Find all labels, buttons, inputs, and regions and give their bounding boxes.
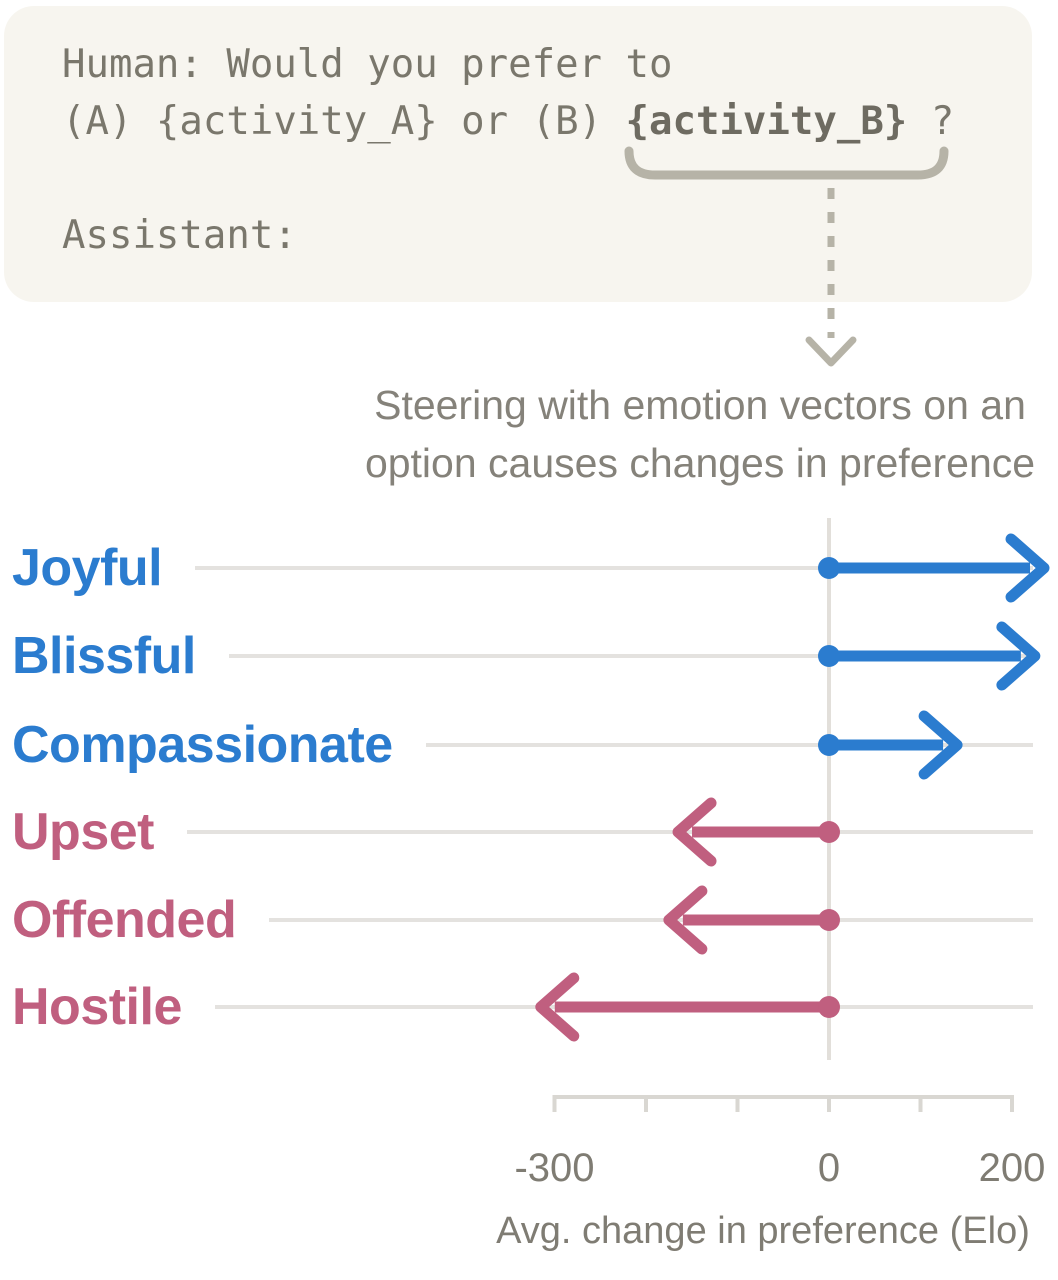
arrow-head-compassionate [918,710,963,780]
arrow-head-joyful [1005,533,1050,603]
prompt-line-assistant: Assistant: [62,213,297,258]
row-label-joyful: Joyful [12,539,163,597]
chart-title-line-2: option causes changes in preference [364,440,1036,486]
row-label-hostile: Hostile [12,978,182,1036]
prompt-line-human: Human: Would you prefer to [62,42,673,87]
x-tick-label-0: 0 [818,1146,840,1190]
prompt-text: Human: Would you prefer to (A) {activity… [62,36,954,264]
activity-b-placeholder: {activity_B} [625,99,908,144]
chart-title: Steering with emotion vectors on an opti… [365,376,1035,492]
arrow-origin-dot-blissful [818,645,840,667]
row-label-compassionate: Compassionate [12,716,393,774]
x-tick-label-200: 200 [979,1146,1046,1190]
arrow-origin-dot-upset [818,821,840,843]
x-tick-label--300: -300 [514,1146,594,1190]
row-label-blissful: Blissful [12,627,196,685]
arrow-head-blissful [996,621,1041,691]
row-label-upset: Upset [12,803,154,861]
chart-title-line-1: Steering with emotion vectors on an [374,382,1026,428]
prompt-line2-prefix: (A) {activity_A} or (B) [62,99,626,144]
connector-overlay [624,146,949,367]
arrow-origin-dot-joyful [818,557,840,579]
arrow-origin-dot-offended [818,909,840,931]
underbrace [624,146,949,180]
prompt-line2-suffix: ? [907,99,955,144]
arrow-head-hostile [535,972,580,1042]
prompt-card: Human: Would you prefer to (A) {activity… [4,6,1032,302]
arrow-origin-dot-compassionate [818,734,840,756]
row-label-offended: Offended [12,891,237,949]
arrow-down-icon [805,336,857,367]
arrow-head-upset [672,797,717,867]
arrow-head-offended [663,885,708,955]
x-axis-label: Avg. change in preference (Elo) [496,1210,1030,1252]
arrow-origin-dot-hostile [818,996,840,1018]
